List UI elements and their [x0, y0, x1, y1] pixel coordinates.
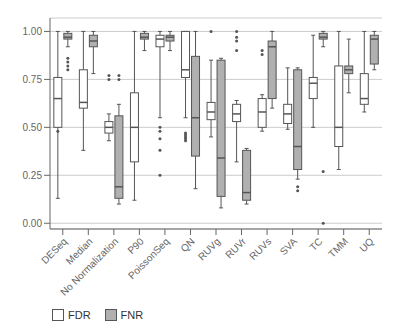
- svg-text:PoissonSeq: PoissonSeq: [126, 236, 172, 282]
- svg-text:Median: Median: [63, 235, 95, 267]
- svg-text:0.50: 0.50: [23, 122, 43, 133]
- svg-text:UQ: UQ: [357, 235, 376, 254]
- html-text:FNR: FNR: [120, 309, 144, 321]
- svg-text:RUVr: RUVr: [223, 235, 248, 260]
- svg-text:0.75: 0.75: [23, 74, 43, 85]
- svg-text:P90: P90: [125, 235, 146, 256]
- svg-text:TMM: TMM: [326, 236, 350, 260]
- svg-text:RUVg: RUVg: [196, 236, 223, 263]
- svg-text:No Normalization: No Normalization: [58, 236, 120, 298]
- svg-text:1.00: 1.00: [23, 26, 43, 37]
- svg-text:0.00: 0.00: [23, 218, 43, 229]
- html-text:FDR: FDR: [68, 309, 91, 321]
- svg-text:RUVs: RUVs: [247, 236, 273, 262]
- svg-text:TC: TC: [307, 236, 324, 253]
- svg-text:QN: QN: [179, 236, 197, 254]
- svg-text:0.25: 0.25: [23, 170, 43, 181]
- svg-text:DESeq: DESeq: [39, 236, 69, 266]
- svg-text:SVA: SVA: [278, 235, 300, 257]
